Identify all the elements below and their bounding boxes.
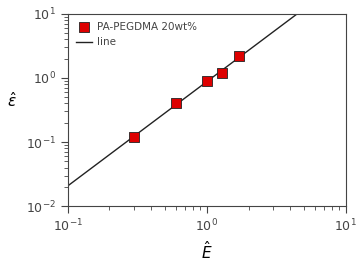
Legend: PA-PEGDMA 20wt%, line: PA-PEGDMA 20wt%, line [73,19,200,50]
Y-axis label: $\hat{\varepsilon}$: $\hat{\varepsilon}$ [7,91,17,110]
Point [131,135,137,139]
Point [219,71,225,75]
Point [173,101,179,105]
Point [204,79,210,83]
Point [237,54,242,58]
X-axis label: $\hat{E}$: $\hat{E}$ [201,240,213,262]
